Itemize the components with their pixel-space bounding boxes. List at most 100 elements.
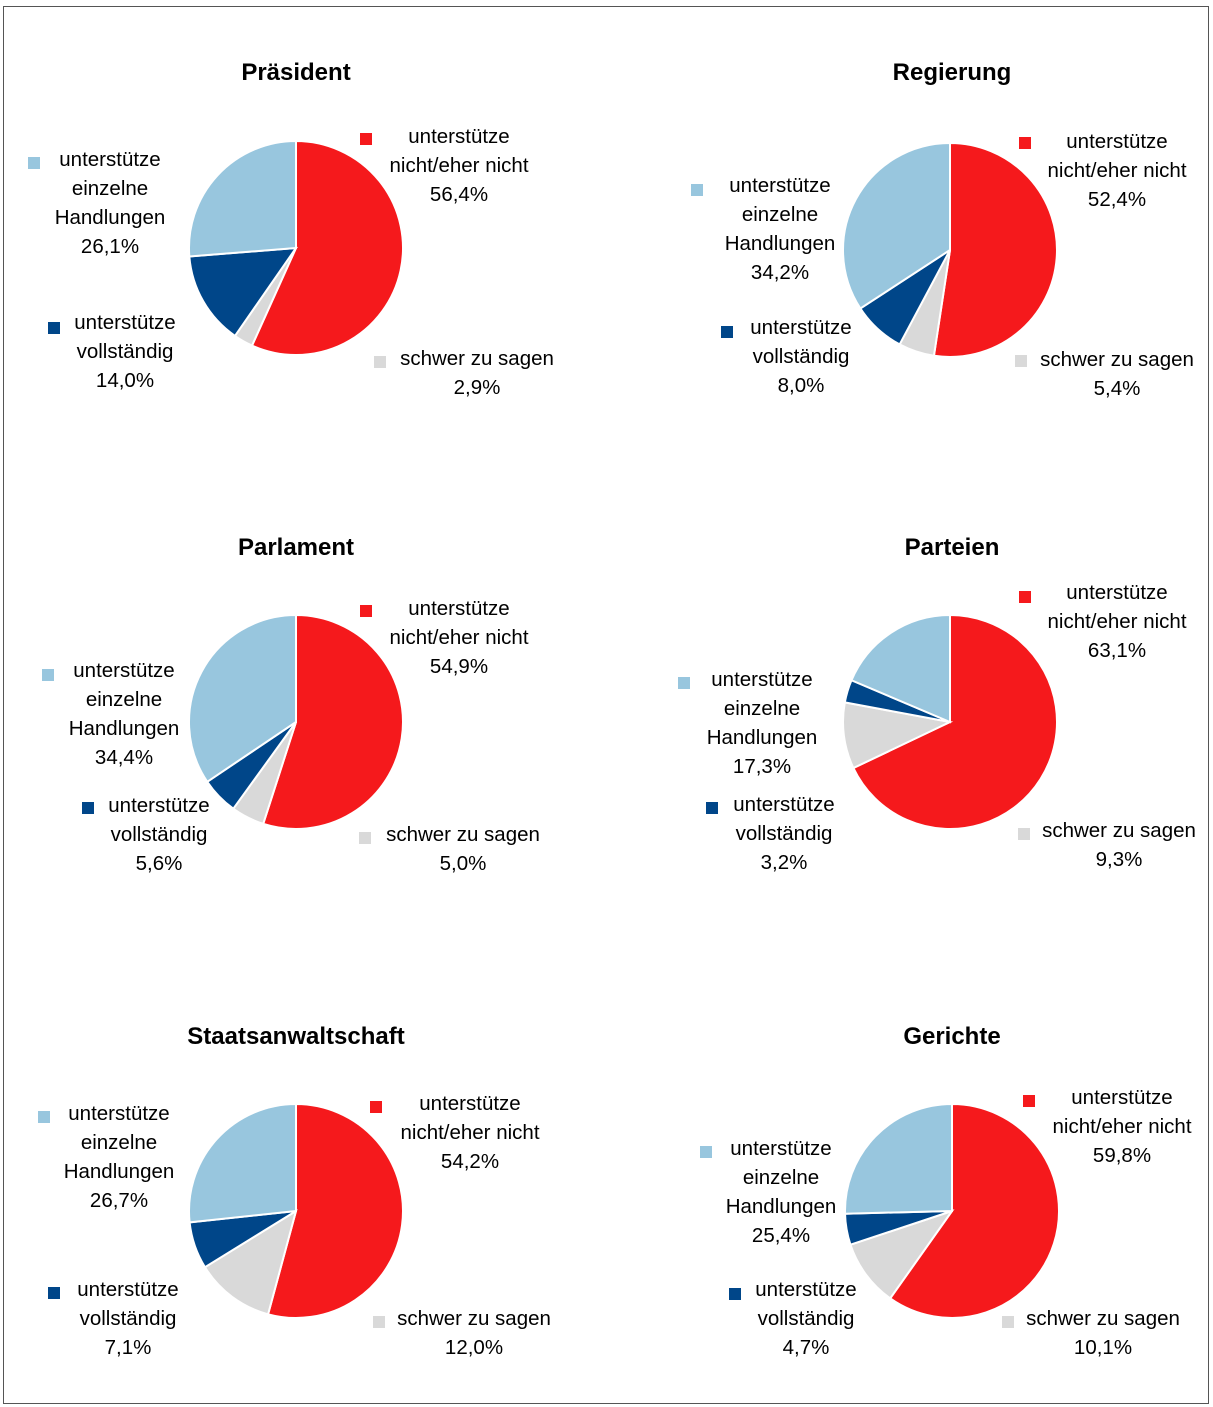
data-label-text: vollständig	[758, 1307, 855, 1330]
pie-chart: Regierung unterstütze nicht/eher nicht 52,4…	[691, 59, 1194, 400]
chart-title: Parteien	[905, 534, 1000, 561]
legend-marker	[359, 832, 371, 844]
data-label-text: nicht/eher nicht	[389, 626, 528, 649]
data-label-text: unterstütze	[730, 1137, 831, 1160]
data-label-value: 34,2%	[751, 261, 809, 284]
data-label-value: 5,0%	[440, 852, 487, 875]
data-label-value: 34,4%	[95, 746, 153, 769]
data-label-text: unterstütze	[73, 659, 174, 682]
legend-marker	[1019, 591, 1031, 603]
data-label-text: nicht/eher nicht	[1047, 159, 1186, 182]
pie-chart: Parteien unterstütze nicht/eher nicht 63,1%…	[678, 534, 1196, 874]
data-label-text: Handlungen	[725, 232, 836, 255]
legend-marker	[48, 322, 60, 334]
data-label-value: 52,4%	[1088, 188, 1146, 211]
chart-title: Regierung	[893, 59, 1012, 86]
data-label-value: 26,1%	[81, 235, 139, 258]
data-label-value: 8,0%	[778, 374, 825, 397]
data-label-text: unterstütze	[755, 1278, 856, 1301]
data-label-text: nicht/eher nicht	[400, 1121, 539, 1144]
data-label-text: unterstütze	[59, 148, 160, 171]
data-label-text: unterstütze	[733, 793, 834, 816]
data-label-text: nicht/eher nicht	[389, 154, 528, 177]
legend-marker	[82, 802, 94, 814]
legend-marker	[1018, 828, 1030, 840]
pie-chart: Parlament unterstütze nicht/eher nicht 54,9…	[42, 534, 540, 875]
pie-slice	[934, 143, 1057, 357]
data-label-text: unterstütze	[1071, 1086, 1172, 1109]
data-label-text: schwer zu sagen	[1026, 1307, 1180, 1330]
data-label-value: 7,1%	[105, 1336, 152, 1359]
legend-marker	[360, 605, 372, 617]
data-label-text: nicht/eher nicht	[1047, 610, 1186, 633]
data-label-text: unterstütze	[419, 1092, 520, 1115]
data-label-value: 56,4%	[430, 183, 488, 206]
legend-marker	[678, 677, 690, 689]
data-label-value: 3,2%	[761, 851, 808, 874]
data-label-text: einzelne	[742, 203, 818, 226]
legend-marker	[48, 1287, 60, 1299]
pie-slice	[189, 141, 296, 256]
data-label-text: Handlungen	[726, 1195, 837, 1218]
data-label-value: 54,2%	[441, 1150, 499, 1173]
data-label-value: 14,0%	[96, 369, 154, 392]
data-label-text: unterstütze	[68, 1102, 169, 1125]
data-label-value: 4,7%	[783, 1336, 830, 1359]
data-label-value: 59,8%	[1093, 1144, 1151, 1167]
data-label-text: unterstütze	[108, 794, 209, 817]
data-label-text: schwer zu sagen	[1042, 819, 1196, 842]
data-label-text: vollständig	[111, 823, 208, 846]
legend-marker	[38, 1111, 50, 1123]
legend-marker	[1002, 1316, 1014, 1328]
chart-title: Parlament	[238, 534, 354, 561]
data-label-text: unterstütze	[408, 125, 509, 148]
data-label-value: 12,0%	[445, 1336, 503, 1359]
data-label-value: 25,4%	[752, 1224, 810, 1247]
data-label-text: einzelne	[72, 177, 148, 200]
data-label-text: Handlungen	[55, 206, 166, 229]
data-label-text: Handlungen	[64, 1160, 175, 1183]
legend-marker	[28, 157, 40, 169]
legend-marker	[373, 1316, 385, 1328]
legend-marker	[374, 356, 386, 368]
legend-marker	[706, 802, 718, 814]
data-label-value: 17,3%	[733, 755, 791, 778]
data-label-text: vollständig	[753, 345, 850, 368]
chart-title: Staatsanwaltschaft	[187, 1023, 404, 1050]
data-label-text: schwer zu sagen	[400, 347, 554, 370]
legend-marker	[42, 669, 54, 681]
data-label-text: einzelne	[743, 1166, 819, 1189]
data-label-text: schwer zu sagen	[397, 1307, 551, 1330]
legend-marker	[691, 184, 703, 196]
data-label-text: Handlungen	[69, 717, 180, 740]
legend-marker	[700, 1146, 712, 1158]
legend-marker	[729, 1288, 741, 1300]
data-label-value: 10,1%	[1074, 1336, 1132, 1359]
data-label-value: 2,9%	[454, 376, 501, 399]
data-label-text: Handlungen	[707, 726, 818, 749]
data-label-text: unterstütze	[729, 174, 830, 197]
data-label-text: einzelne	[724, 697, 800, 720]
data-label-text: unterstütze	[711, 668, 812, 691]
legend-marker	[360, 133, 372, 145]
data-label-text: nicht/eher nicht	[1052, 1115, 1191, 1138]
data-label-text: schwer zu sagen	[386, 823, 540, 846]
legend-marker	[1019, 137, 1031, 149]
data-label-text: vollständig	[80, 1307, 177, 1330]
pie-chart: Staatsanwaltschaft unterstütze nicht/eher …	[38, 1023, 551, 1359]
data-label-text: unterstütze	[1066, 130, 1167, 153]
data-label-value: 9,3%	[1096, 848, 1143, 871]
data-label-value: 63,1%	[1088, 639, 1146, 662]
data-label-text: schwer zu sagen	[1040, 348, 1194, 371]
data-label-value: 26,7%	[90, 1189, 148, 1212]
data-label-text: einzelne	[81, 1131, 157, 1154]
data-label-text: unterstütze	[750, 316, 851, 339]
data-label-value: 5,4%	[1094, 377, 1141, 400]
pie-slice	[845, 1104, 952, 1214]
data-label-text: vollständig	[77, 340, 174, 363]
data-label-text: einzelne	[86, 688, 162, 711]
data-label-value: 54,9%	[430, 655, 488, 678]
pie-chart: Präsident unterstütze nicht/eher nicht 56,4…	[28, 59, 554, 399]
data-label-text: unterstütze	[74, 311, 175, 334]
